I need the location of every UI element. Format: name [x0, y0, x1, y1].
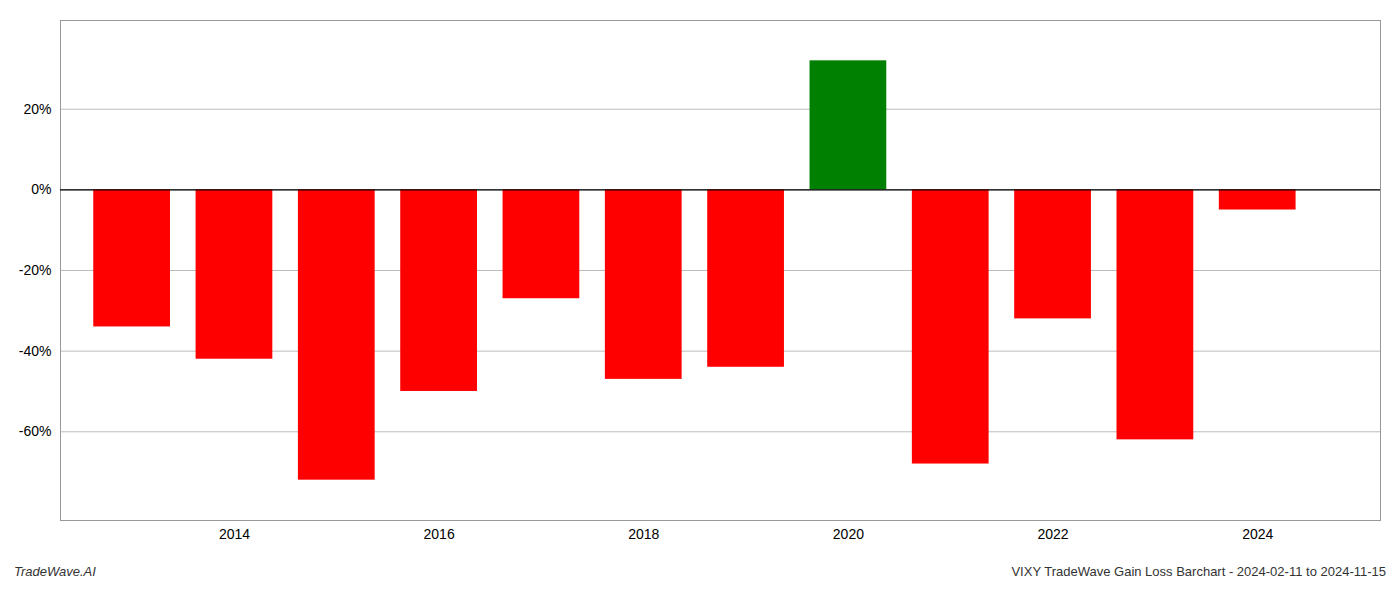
svg-text:2024: 2024 [1242, 526, 1273, 542]
svg-text:2014: 2014 [219, 526, 250, 542]
html-text:TradeWave.AI: TradeWave.AI [14, 564, 96, 579]
svg-text:2016: 2016 [424, 526, 455, 542]
svg-text:20%: 20% [23, 101, 51, 117]
html-text:VIXY TradeWave Gain Loss Barch: VIXY TradeWave Gain Loss Barchart - 2024… [1011, 564, 1386, 579]
svg-text:0%: 0% [31, 181, 51, 197]
svg-text:-20%: -20% [19, 262, 52, 278]
svg-text:-60%: -60% [19, 423, 52, 439]
svg-text:-40%: -40% [19, 343, 52, 359]
svg-text:2018: 2018 [628, 526, 659, 542]
svg-text:2022: 2022 [1037, 526, 1068, 542]
svg-text:2020: 2020 [833, 526, 864, 542]
